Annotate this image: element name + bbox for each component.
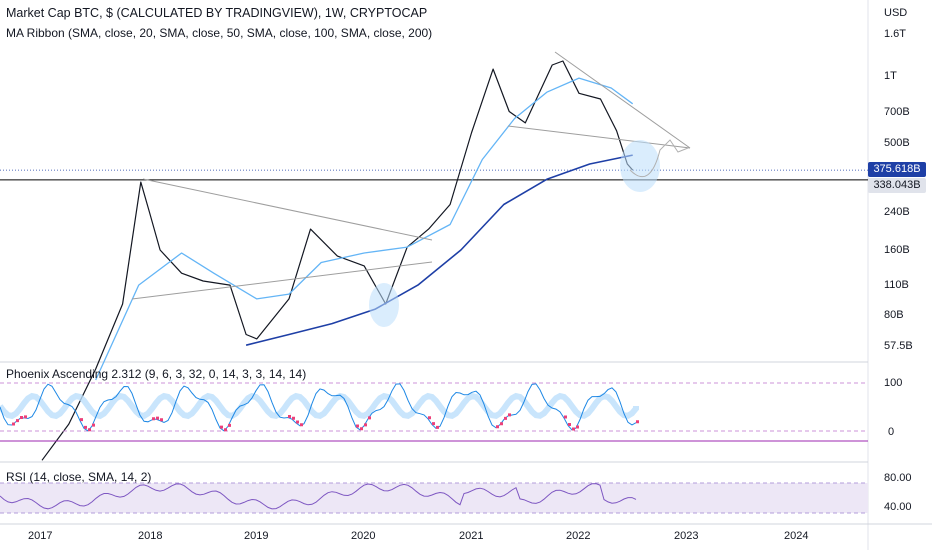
x-tick-label: 2023 (674, 530, 699, 542)
x-tick-label: 2022 (566, 530, 591, 542)
sma-50-line (95, 77, 634, 381)
trendline (131, 261, 433, 300)
trendline (507, 125, 691, 149)
projection-path (629, 139, 689, 178)
y-tick-label: 110B (884, 279, 909, 291)
x-tick-label: 2019 (244, 530, 269, 542)
rsi-tick-label: 40.00 (884, 501, 912, 513)
oscillator-panes (0, 382, 868, 514)
price-line (41, 60, 634, 461)
sma-200-line (245, 154, 633, 346)
phoenix-tick-label: 0 (888, 426, 895, 438)
x-tick-label: 2017 (28, 530, 53, 542)
rsi-legend[interactable]: RSI (14, close, SMA, 14, 2) (6, 470, 152, 484)
drawing-tools (131, 51, 691, 327)
phoenix-wave (0, 383, 637, 432)
y-tick-label: 1.6T (884, 28, 907, 40)
price-series (41, 60, 634, 461)
y-tick-label: 1T (884, 70, 897, 82)
y-tick-label: 500B (884, 137, 910, 149)
y-tick-label: 57.5B (884, 340, 913, 352)
phoenix-legend[interactable]: Phoenix Ascending 2.312 (9, 6, 3, 32, 0,… (6, 367, 307, 381)
rsi-tick-label: 80.00 (884, 472, 912, 484)
rsi-band (0, 483, 868, 513)
x-tick-label: 2020 (351, 530, 376, 542)
x-tick-label: 2024 (784, 530, 809, 542)
phoenix-band (0, 392, 639, 420)
horizontal-level-badge: 338.043B (868, 178, 926, 193)
x-tick-label: 2021 (459, 530, 484, 542)
y-tick-label: 160B (884, 244, 910, 256)
y-tick-label: 240B (884, 206, 910, 218)
y-tick-label: 80B (884, 309, 904, 321)
ma-ribbon-legend[interactable]: MA Ribbon (SMA, close, 20, SMA, close, 5… (6, 26, 433, 40)
rsi-line (0, 483, 637, 510)
trendline (554, 51, 691, 149)
y-tick-label: 700B (884, 106, 910, 118)
last-price-badge: 375.618B (868, 162, 926, 177)
highlight-circle (620, 140, 660, 192)
trendline (142, 178, 433, 241)
phoenix-signal (12, 413, 639, 432)
x-tick-label: 2018 (138, 530, 163, 542)
highlight-circle (369, 283, 399, 327)
phoenix-tick-label: 100 (884, 377, 903, 389)
y-axis-unit: USD (884, 7, 908, 19)
chart-title[interactable]: Market Cap BTC, $ (CALCULATED BY TRADING… (6, 6, 428, 20)
